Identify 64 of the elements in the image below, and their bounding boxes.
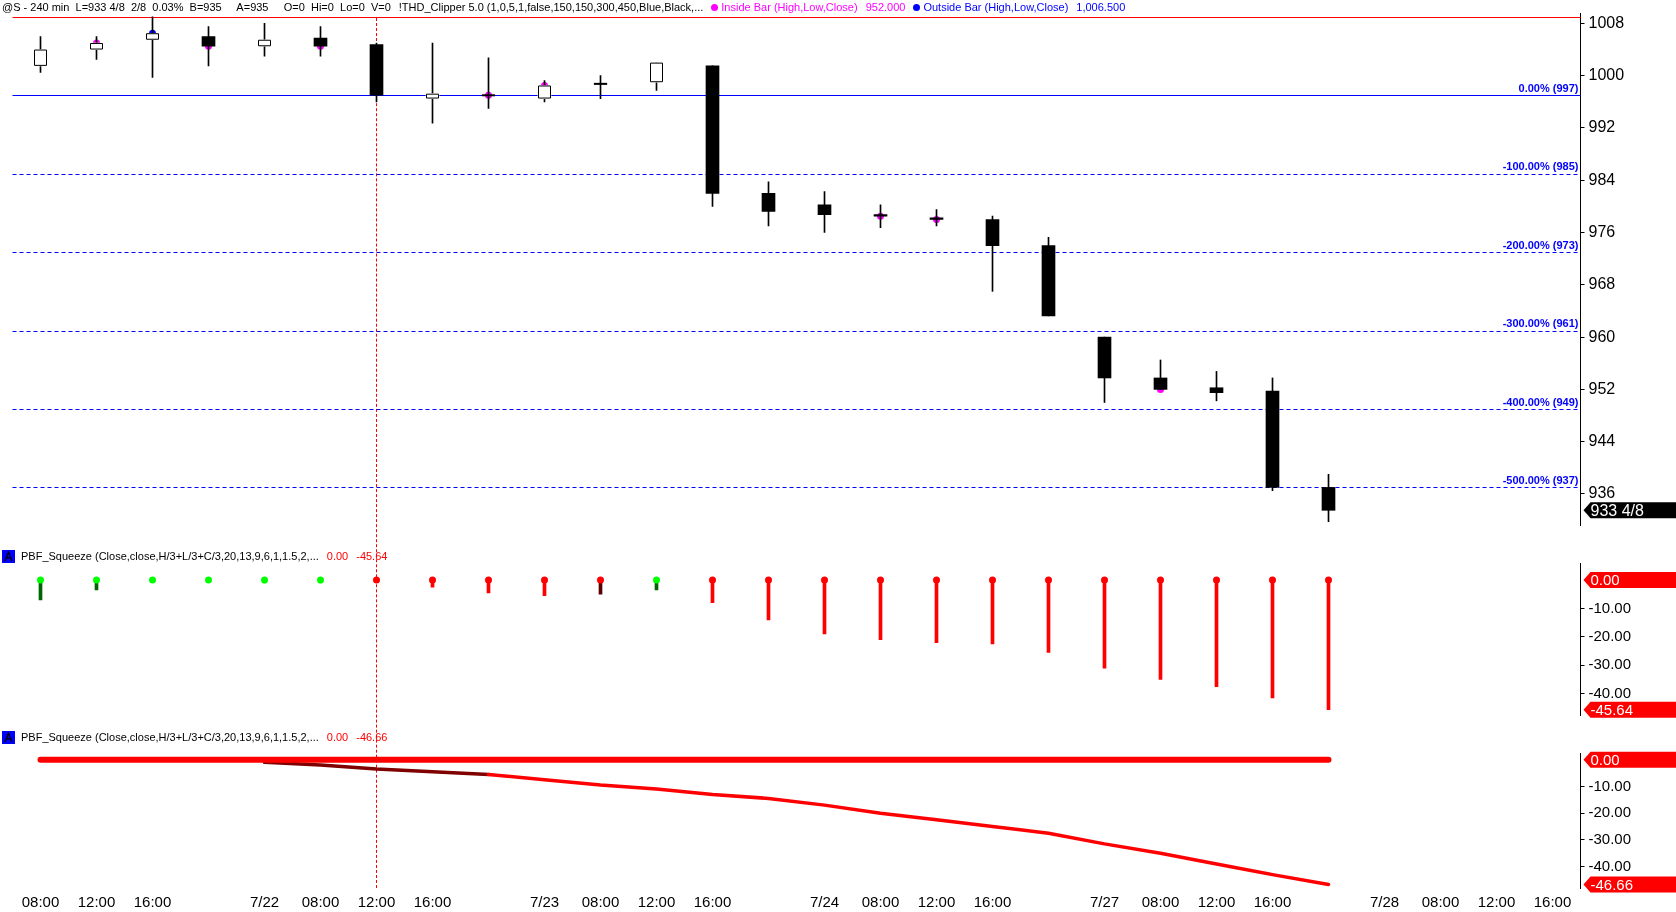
x-tick-label: 7/22 xyxy=(249,893,280,911)
ref-line-label: -300.00% (961) xyxy=(1502,317,1579,330)
y-tick-label: 936 xyxy=(1588,484,1616,502)
y-tick-label: 976 xyxy=(1588,222,1616,240)
legend-label: Outside Bar (High,Low,Close) xyxy=(923,1,1069,14)
text: -46.66 xyxy=(1590,875,1634,893)
x-tick-label: 08:00 xyxy=(581,893,620,911)
y-tick-label: 984 xyxy=(1588,170,1616,188)
x-tick-label: 08:00 xyxy=(301,893,340,911)
x-tick-label: 7/27 xyxy=(1089,893,1120,911)
text: -45.64 xyxy=(356,550,388,563)
x-tick-label: 16:00 xyxy=(133,893,172,911)
text: -46.66 xyxy=(356,731,388,744)
y-tick-label: -20.00 xyxy=(1588,627,1632,645)
ref-line-label: -500.00% (937) xyxy=(1502,473,1579,486)
x-tick-label: 16:00 xyxy=(973,893,1012,911)
text: 0.00 xyxy=(326,731,349,744)
legend-label: Inside Bar (High,Low,Close) xyxy=(721,1,858,14)
y-tick-label: 968 xyxy=(1588,275,1616,293)
ref-line-label: 0.00% (997) xyxy=(1518,81,1579,94)
text: 0.00 xyxy=(326,550,349,563)
x-tick-label: 12:00 xyxy=(357,893,396,911)
text: !THD_Clipper 5.0 (1,0,5,1,false,150,150,300,450,Blue,Black,... xyxy=(398,1,704,14)
y-tick-label: -30.00 xyxy=(1588,655,1632,673)
x-tick-label: 12:00 xyxy=(77,893,116,911)
ref-line-label: -200.00% (973) xyxy=(1502,238,1579,251)
chart-title: @S - 240 min L=933 4/8 2/8 0.03% B=935 A=935 O=0 Hi=0 Lo=0 V=0 xyxy=(2,1,391,14)
y-tick-label: 960 xyxy=(1588,327,1616,345)
ref-line-label: -400.00% (949) xyxy=(1502,395,1579,408)
x-tick-label: 16:00 xyxy=(413,893,452,911)
x-tick-label: 7/28 xyxy=(1369,893,1400,911)
x-tick-label: 16:00 xyxy=(1533,893,1572,911)
y-tick-label: -30.00 xyxy=(1588,830,1632,848)
text: 1,006.500 xyxy=(1076,1,1126,14)
y-tick-label: -40.00 xyxy=(1588,856,1632,874)
y-tick-label: 992 xyxy=(1588,118,1616,136)
y-tick-label: -10.00 xyxy=(1588,598,1632,616)
x-tick-label: 12:00 xyxy=(1197,893,1236,911)
x-tick-label: 16:00 xyxy=(1253,893,1292,911)
chart-title: PBF_Squeeze (Close,close,H/3+L/3+C/3,20,13,9,6,1,1.5,2,... xyxy=(21,550,319,563)
x-tick-label: 08:00 xyxy=(861,893,900,911)
x-tick-label: 12:00 xyxy=(917,893,956,911)
x-tick-label: 16:00 xyxy=(693,893,732,911)
x-tick-label: 12:00 xyxy=(637,893,676,911)
y-tick-label: -20.00 xyxy=(1588,803,1632,821)
x-tick-label: 7/23 xyxy=(529,893,560,911)
text: 933 4/8 xyxy=(1590,501,1644,519)
y-tick-label: 952 xyxy=(1588,379,1616,397)
chart-title: PBF_Squeeze (Close,close,H/3+L/3+C/3,20,13,9,6,1,1.5,2,... xyxy=(21,731,319,744)
x-tick-label: 08:00 xyxy=(1141,893,1180,911)
ref-line-label: -100.00% (985) xyxy=(1502,160,1579,173)
x-tick-label: 7/24 xyxy=(809,893,840,911)
x-tick-label: 12:00 xyxy=(1477,893,1516,911)
text: 952.000 xyxy=(865,1,906,14)
y-tick-label: -40.00 xyxy=(1588,683,1632,701)
y-tick-label: 1008 xyxy=(1588,13,1625,31)
text: 0.00 xyxy=(1590,750,1620,768)
text: 0.00 xyxy=(1590,571,1620,589)
text: -45.64 xyxy=(1590,700,1634,718)
y-tick-label: -10.00 xyxy=(1588,776,1632,794)
x-tick-label: 08:00 xyxy=(21,893,60,911)
y-tick-label: 1000 xyxy=(1588,66,1625,84)
y-tick-label: 944 xyxy=(1588,432,1616,450)
x-tick-label: 08:00 xyxy=(1421,893,1460,911)
